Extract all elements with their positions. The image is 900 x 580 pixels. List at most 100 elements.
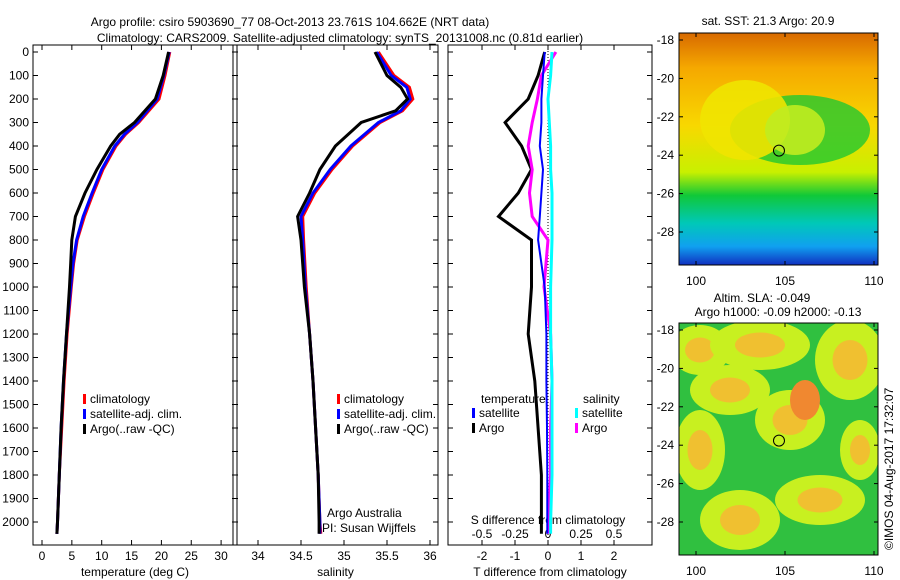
x-tick-label: 1 [578, 549, 585, 563]
x-tick-label: 34.5 [289, 549, 313, 563]
y-tick-label: 2000 [2, 515, 29, 529]
y-tick-label: -24 [657, 438, 675, 452]
y-tick-label: 1300 [2, 351, 29, 365]
legend-swatch [83, 424, 86, 434]
legend-entry: Argo(..raw -QC) [90, 422, 175, 436]
x2-tick-label: 0 [545, 527, 552, 541]
annotation: Argo Australia [327, 506, 402, 520]
y-tick-label: -26 [657, 477, 675, 491]
high-sla-core [850, 435, 870, 465]
x-tick-label: 105 [775, 564, 795, 578]
title-line-1: Argo profile: csiro 5903690_77 08-Oct-20… [91, 15, 489, 29]
legend-entry: satellite [582, 406, 623, 420]
legend-title: salinity [583, 392, 620, 406]
high-sla-core [720, 505, 760, 535]
legend-title: temperature [481, 392, 546, 406]
y-tick-label: 900 [9, 257, 29, 271]
legend-swatch [575, 423, 578, 433]
s-satellite-line [546, 51, 554, 534]
x-tick-label: 5 [69, 549, 76, 563]
legend-entry: Argo [479, 421, 505, 435]
high-sla-core [735, 332, 785, 358]
y-tick-label: -18 [657, 323, 675, 337]
temperature-panel: 0 5 10 15 20 25 30 temperature (deg C) 0 100 200 30… [2, 44, 238, 579]
legend-entry: climatology [344, 392, 404, 406]
high-sla-core [710, 377, 750, 403]
profile-line-2 [296, 51, 410, 534]
y-tick-label: 1100 [3, 304, 29, 318]
legend-entry: satellite-adj. clim. [344, 407, 436, 421]
y-tick-label: -28 [657, 225, 675, 239]
y-tick-label: 500 [9, 163, 29, 177]
legend-swatch [472, 423, 475, 433]
x-tick-label: 100 [686, 274, 706, 288]
y-tick-label: 1000 [2, 280, 29, 294]
argo-location-marker [772, 434, 785, 447]
high-sla-core [685, 337, 715, 363]
x-tick-label: 15 [125, 549, 139, 563]
legend-swatch [575, 408, 578, 418]
x2-tick-label: 0.5 [606, 527, 623, 541]
y-tick-label: 400 [9, 139, 29, 153]
x-tick-label: 105 [775, 274, 795, 288]
map-title: Argo h1000: -0.09 h2000: -0.13 [695, 305, 862, 319]
y-tick-label: 100 [9, 69, 29, 83]
profile-line-1 [55, 51, 171, 534]
x-tick-label: 25 [185, 549, 199, 563]
map-image [679, 33, 878, 265]
y-tick-label: 1200 [2, 327, 29, 341]
map-title: sat. SST: 21.3 Argo: 20.9 [702, 14, 835, 28]
x-tick-label: -2 [477, 549, 488, 563]
x-axis-label: salinity [317, 565, 354, 579]
salinity-panel: 34 34.5 35 35.5 36 salinity climatologysatelli… [232, 44, 439, 579]
y-tick-label: 800 [9, 233, 29, 247]
y-tick-label: 0 [22, 45, 29, 59]
x-tick-label: 36 [423, 549, 437, 563]
t-satellite-line [537, 51, 549, 534]
x2-tick-label: -0.25 [501, 527, 529, 541]
plot-frame [447, 44, 653, 546]
plot-frame [232, 44, 439, 546]
y-tick-label: 1800 [2, 468, 29, 482]
t-argo-line [496, 51, 547, 534]
y-tick-label: -28 [657, 515, 675, 529]
y-tick-label: 1400 [2, 374, 29, 388]
argo-location-marker [772, 144, 785, 157]
x-tick-label: -1 [510, 549, 521, 563]
sla-map: -18 -20 -22 -24 -26 -28 100 105 110 Altim. SLA: -… [657, 291, 884, 578]
eddy-patch [765, 105, 825, 155]
title-line-2: Climatology: CARS2009. Satellite-adjuste… [97, 31, 583, 45]
legend-entry: satellite-adj. clim. [90, 407, 182, 421]
x-tick-label: 2 [611, 549, 618, 563]
peak-sla [790, 380, 820, 420]
annotation: PI: Susan Wijffels [322, 521, 416, 535]
y-tick-label: -22 [657, 110, 675, 124]
y-tick-label: -20 [657, 71, 675, 85]
x-tick-label: 34 [251, 549, 265, 563]
y-tick-label: 300 [9, 116, 29, 130]
y-tick-label: -26 [657, 187, 675, 201]
high-sla-core [797, 487, 843, 513]
legend-swatch [337, 394, 340, 404]
warm-patch [700, 80, 790, 160]
x-tick-label: 35 [337, 549, 351, 563]
map-title: Altim. SLA: -0.049 [714, 291, 811, 305]
y-tick-label: 1500 [2, 398, 29, 412]
x2-tick-label: 0.25 [569, 527, 593, 541]
x-axis-label: T difference from climatology [473, 565, 627, 579]
high-sla-core [687, 430, 713, 470]
legend-entry: satellite [479, 406, 520, 420]
legend-swatch [337, 409, 340, 419]
y-tick-label: -20 [657, 361, 675, 375]
difference-panel: -2 -1 0 1 2 T difference from climatology -0.5… [447, 44, 653, 579]
x-tick-label: 20 [155, 549, 169, 563]
x-tick-label: 10 [95, 549, 109, 563]
legend-entry: Argo(..raw -QC) [344, 422, 429, 436]
y-tick-label: 1600 [2, 421, 29, 435]
x2-tick-label: -0.5 [472, 527, 493, 541]
x-tick-label: 0 [39, 549, 46, 563]
map-image [679, 323, 878, 555]
y-tick-label: 700 [9, 210, 29, 224]
x-axis-label: temperature (deg C) [81, 565, 189, 579]
